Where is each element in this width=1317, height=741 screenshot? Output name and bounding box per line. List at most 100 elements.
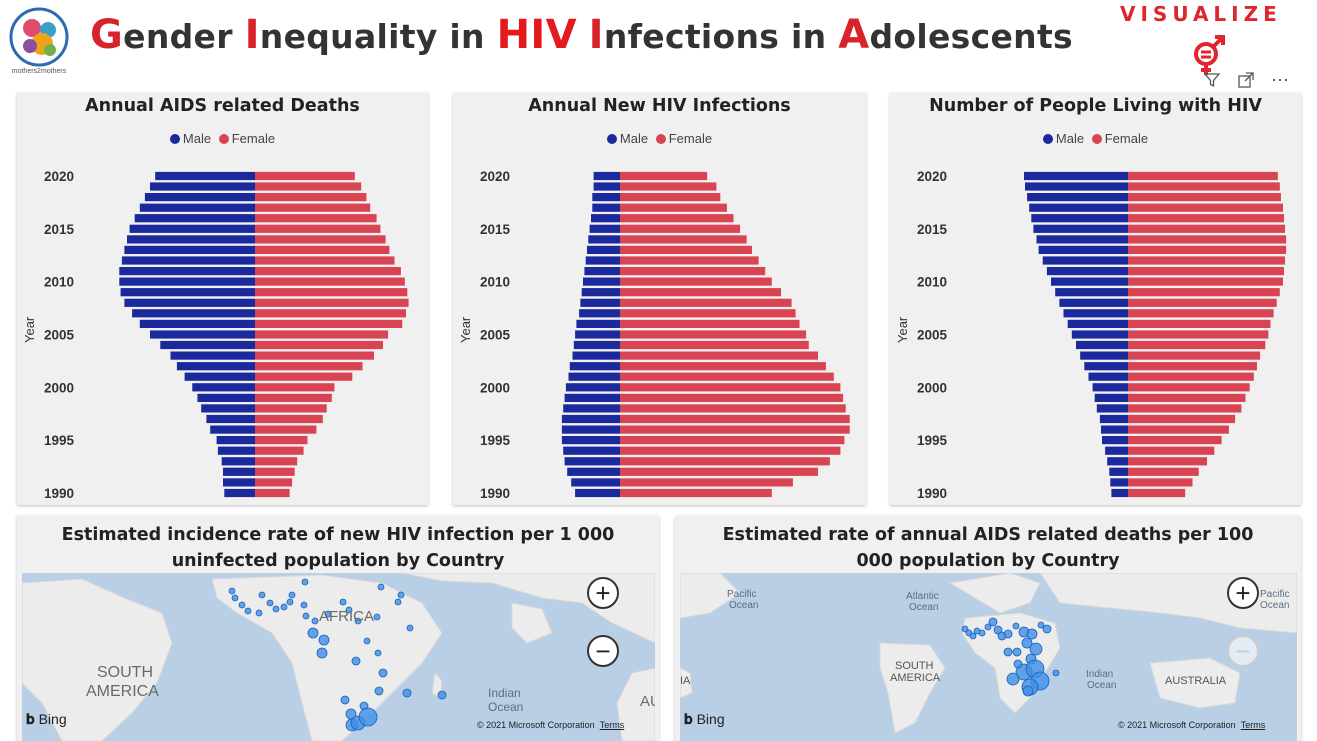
bar-male-2000[interactable] xyxy=(565,383,620,392)
bar-male-2016[interactable] xyxy=(134,214,255,223)
bar-female-2016[interactable] xyxy=(255,214,377,223)
bar-female-2005[interactable] xyxy=(1128,330,1269,339)
country-bubble[interactable] xyxy=(397,591,405,599)
more-options-icon[interactable]: ⋯ xyxy=(1271,69,1289,90)
map-incidence[interactable]: SOUTH AMERICA AFRICA Indian Ocean AU + −… xyxy=(22,573,655,741)
zoom-out-button[interactable]: − xyxy=(1227,635,1259,667)
bar-female-2012[interactable] xyxy=(255,256,395,265)
bar-male-2019[interactable] xyxy=(1025,182,1128,191)
bar-male-2018[interactable] xyxy=(144,193,255,202)
bar-female-2020[interactable] xyxy=(620,171,708,181)
bar-male-1997[interactable] xyxy=(561,414,620,424)
country-bubble[interactable] xyxy=(373,613,381,621)
bar-male-2011[interactable] xyxy=(584,267,620,276)
bar-male-2010[interactable] xyxy=(1051,277,1128,286)
bar-male-1992[interactable] xyxy=(223,467,255,476)
bar-male-2008[interactable] xyxy=(580,298,620,307)
legend-male[interactable]: Male xyxy=(1042,131,1084,146)
bar-male-1997[interactable] xyxy=(1099,414,1128,424)
country-bubble[interactable] xyxy=(354,617,362,625)
bar-female-2003[interactable] xyxy=(255,351,374,360)
bar-female-1994[interactable] xyxy=(620,446,841,455)
bar-female-2011[interactable] xyxy=(1128,267,1284,276)
bar-male-1996[interactable] xyxy=(1101,425,1128,434)
country-bubble[interactable] xyxy=(302,612,310,620)
bar-male-2014[interactable] xyxy=(588,235,620,244)
bar-female-2018[interactable] xyxy=(620,193,721,202)
focus-mode-icon[interactable] xyxy=(1234,68,1258,92)
bar-female-2010[interactable] xyxy=(1128,277,1283,286)
bar-male-2013[interactable] xyxy=(587,245,620,254)
bar-female-1998[interactable] xyxy=(620,404,846,413)
country-bubble[interactable] xyxy=(437,690,447,700)
bar-female-2001[interactable] xyxy=(620,372,834,381)
bar-female-2012[interactable] xyxy=(1128,256,1285,265)
bar-female-2020[interactable] xyxy=(1128,171,1278,181)
country-bubble[interactable] xyxy=(374,686,384,696)
bar-female-2002[interactable] xyxy=(620,362,826,371)
bar-female-2002[interactable] xyxy=(255,362,363,371)
country-bubble[interactable] xyxy=(231,594,239,602)
country-bubble[interactable] xyxy=(988,617,998,627)
bar-male-2009[interactable] xyxy=(120,288,255,297)
country-bubble[interactable] xyxy=(363,637,371,645)
bar-female-2009[interactable] xyxy=(255,288,408,297)
country-bubble[interactable] xyxy=(1026,628,1038,640)
bar-male-2019[interactable] xyxy=(150,182,255,191)
bar-male-1994[interactable] xyxy=(1105,446,1128,455)
bar-female-1992[interactable] xyxy=(255,467,295,476)
bar-female-2000[interactable] xyxy=(620,383,841,392)
bar-female-1996[interactable] xyxy=(255,425,317,434)
bar-female-2003[interactable] xyxy=(1128,351,1261,360)
map-deaths[interactable]: Pacific Ocean Atlantic Ocean Pacific Oce… xyxy=(680,573,1297,741)
bar-male-1999[interactable] xyxy=(564,393,620,402)
legend-female[interactable]: Female xyxy=(655,131,712,146)
country-bubble[interactable] xyxy=(984,623,992,631)
bar-female-1993[interactable] xyxy=(620,457,830,466)
bar-male-2014[interactable] xyxy=(1036,235,1129,244)
country-bubble[interactable] xyxy=(307,627,319,639)
bar-female-2005[interactable] xyxy=(620,330,807,339)
bar-female-2019[interactable] xyxy=(255,182,362,191)
bar-male-2008[interactable] xyxy=(124,298,256,307)
bar-female-2010[interactable] xyxy=(620,277,772,286)
bar-female-1998[interactable] xyxy=(255,404,327,413)
bar-male-2008[interactable] xyxy=(1059,298,1128,307)
bar-male-1990[interactable] xyxy=(1111,488,1128,498)
bar-female-2017[interactable] xyxy=(1128,203,1283,212)
bar-female-2010[interactable] xyxy=(255,277,405,286)
bar-female-2015[interactable] xyxy=(1128,224,1285,233)
bar-female-1995[interactable] xyxy=(255,436,308,445)
bar-male-2003[interactable] xyxy=(572,351,621,360)
country-bubble[interactable] xyxy=(345,606,353,614)
bar-female-1990[interactable] xyxy=(1128,488,1186,498)
bar-female-2017[interactable] xyxy=(620,203,727,212)
country-bubble[interactable] xyxy=(288,591,296,599)
bar-male-2015[interactable] xyxy=(129,224,255,233)
bar-female-1993[interactable] xyxy=(1128,457,1207,466)
bar-male-2002[interactable] xyxy=(569,362,620,371)
bar-female-2008[interactable] xyxy=(620,298,792,307)
bar-male-2010[interactable] xyxy=(583,277,620,286)
zoom-out-button[interactable]: − xyxy=(587,635,619,667)
bar-male-1996[interactable] xyxy=(210,425,255,434)
bar-female-2001[interactable] xyxy=(255,372,353,381)
zoom-in-button[interactable]: + xyxy=(1227,577,1259,609)
country-bubble[interactable] xyxy=(351,656,361,666)
bar-female-1994[interactable] xyxy=(1128,446,1215,455)
bar-female-1995[interactable] xyxy=(1128,436,1222,445)
country-bubble[interactable] xyxy=(1012,622,1020,630)
country-bubble[interactable] xyxy=(238,601,246,609)
bar-male-1991[interactable] xyxy=(223,478,255,487)
bar-male-2001[interactable] xyxy=(568,372,621,381)
bar-male-1994[interactable] xyxy=(563,446,620,455)
bar-female-2001[interactable] xyxy=(1128,372,1254,381)
bar-female-2018[interactable] xyxy=(255,193,367,202)
bar-male-2000[interactable] xyxy=(1092,383,1128,392)
bar-male-1993[interactable] xyxy=(221,457,255,466)
bar-female-2013[interactable] xyxy=(1128,245,1287,254)
bar-male-1998[interactable] xyxy=(201,404,255,413)
bar-female-1999[interactable] xyxy=(255,393,332,402)
country-bubble[interactable] xyxy=(1003,629,1013,639)
bar-male-1991[interactable] xyxy=(1110,478,1128,487)
